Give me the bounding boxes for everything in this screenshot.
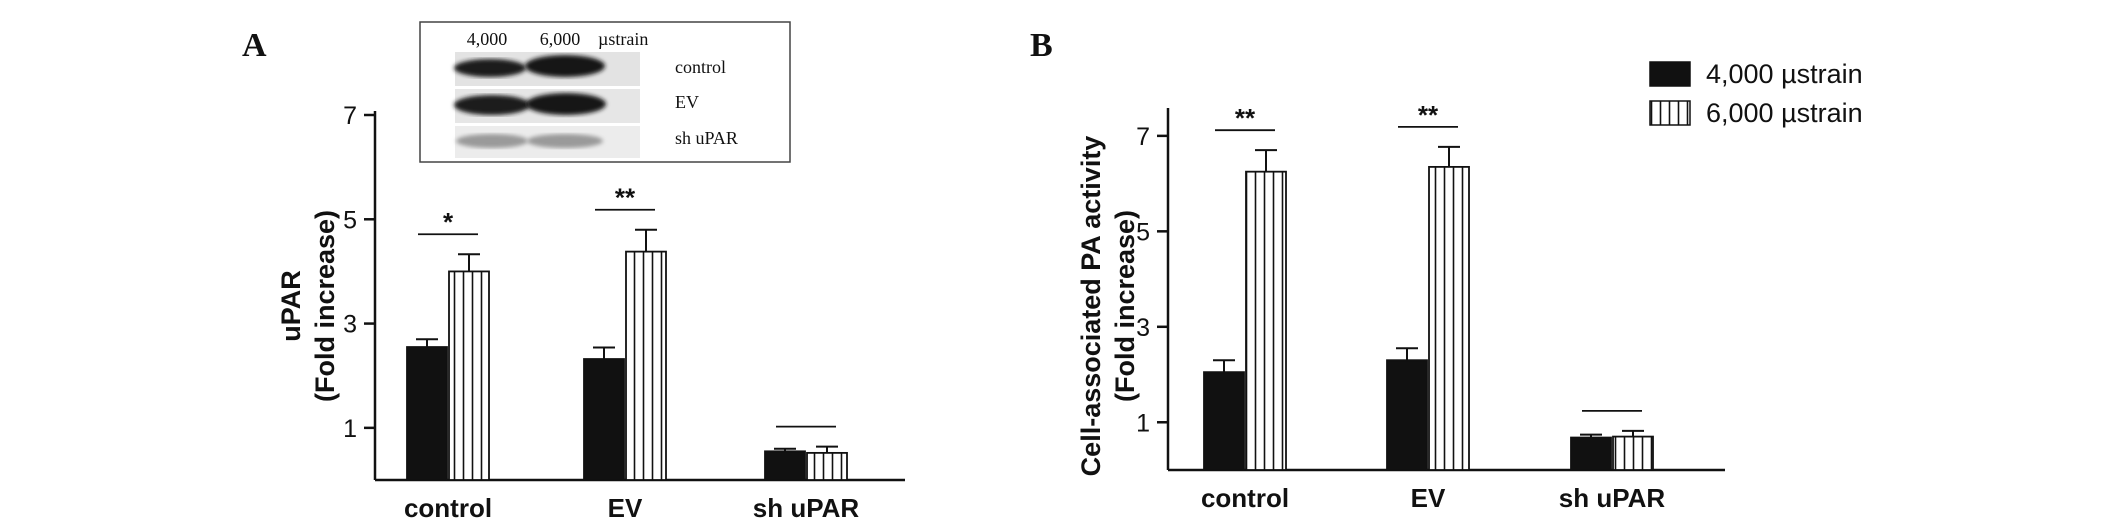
panel-a-bar-control-6000 (448, 270, 490, 481)
panel-b: B Cell-associated PA activity (Fold incr… (1030, 27, 1725, 513)
panel-b-category-label-ev: EV (1411, 483, 1446, 513)
panel-b-category-label-sh-upar: sh uPAR (1559, 483, 1666, 513)
blot-column-label-4000: 4,000 (467, 29, 508, 49)
legend-label-4000: 4,000 µstrain (1706, 59, 1863, 89)
panel-a-bar-ev-6000 (625, 250, 667, 481)
blot-band-control-4000 (454, 59, 526, 77)
panel-b-bar-sh-upar-4000 (1570, 436, 1612, 471)
blot-unit-label: µstrain (598, 29, 648, 49)
blot-row-label-ev: EV (675, 92, 699, 112)
panel-b-significance-ev: ** (1418, 100, 1439, 130)
panel-b-bar-ev-6000 (1428, 165, 1470, 471)
western-blot-inset: 4,000 6,000 µstrain control EV sh uPAR (419, 21, 791, 163)
panel-b-bar-ev-4000 (1386, 359, 1428, 471)
legend-swatch-6000 (1649, 100, 1691, 126)
panel-b-y-tick-label-5: 5 (1136, 218, 1150, 246)
panel-b-y-tick-label-3: 3 (1136, 314, 1150, 342)
panel-a-significance-ev: ** (615, 183, 636, 213)
panel-a-category-label-ev: EV (608, 493, 643, 523)
panel-b-bar-control-4000 (1203, 371, 1245, 471)
panel-a-category-label-control: control (404, 493, 492, 523)
panel-a-letter: A (242, 27, 267, 64)
blot-band-ev-6000 (526, 93, 606, 115)
panel-a-significance-control: * (443, 207, 454, 237)
blot-row-label-control: control (675, 57, 726, 77)
blot-column-label-6000: 6,000 (540, 29, 581, 49)
panel-b-letter: B (1030, 27, 1053, 64)
panel-a: A uPAR (Fold increase) 1 3 5 7 * control ** EV s… (242, 21, 905, 523)
panel-a-ylabel-line2: (Fold increase) (310, 210, 340, 402)
blot-band-sh-upar-4000 (456, 134, 528, 148)
panel-b-y-axis-title: Cell-associated PA activity (Fold increa… (1076, 136, 1140, 477)
blot-band-ev-4000 (454, 95, 530, 115)
legend-swatch-4000 (1649, 61, 1691, 87)
panel-a-y-axis-title: uPAR (Fold increase) (276, 210, 340, 402)
panel-a-y-tick-label-3: 3 (343, 311, 357, 339)
legend-label-6000: 6,000 µstrain (1706, 98, 1863, 128)
blot-row-label-sh-upar: sh uPAR (675, 128, 738, 148)
panel-a-plot: 1 3 5 7 * control ** EV sh uPAR (343, 102, 905, 523)
panel-a-bar-sh-upar-4000 (764, 450, 806, 481)
panel-a-ylabel-line1: uPAR (276, 270, 306, 342)
panel-a-category-label-sh-upar: sh uPAR (753, 493, 860, 523)
panel-b-category-label-control: control (1201, 483, 1289, 513)
panel-b-y-tick-label-1: 1 (1136, 409, 1150, 437)
panel-b-bar-sh-upar-6000 (1612, 435, 1654, 471)
panel-a-bar-ev-4000 (583, 358, 625, 481)
blot-band-control-6000 (525, 55, 605, 77)
panel-a-bar-control-4000 (406, 346, 448, 481)
panel-b-y-tick-label-7: 7 (1136, 123, 1150, 151)
panel-a-y-tick-label-7: 7 (343, 102, 357, 130)
panel-a-bar-sh-upar-6000 (806, 451, 848, 481)
panel-b-significance-control: ** (1235, 103, 1256, 133)
panel-b-bar-control-6000 (1245, 170, 1287, 471)
panel-a-y-tick-label-1: 1 (343, 415, 357, 443)
blot-band-sh-upar-6000 (527, 134, 603, 148)
panel-b-ylabel-line2: (Fold increase) (1110, 210, 1140, 402)
panel-a-y-tick-label-5: 5 (343, 206, 357, 234)
panel-b-plot: 1 3 5 7 ** control ** EV sh uPAR (1136, 100, 1725, 513)
legend: 4,000 µstrain 6,000 µstrain (1649, 59, 1863, 128)
panel-b-ylabel-line1: Cell-associated PA activity (1076, 136, 1106, 477)
